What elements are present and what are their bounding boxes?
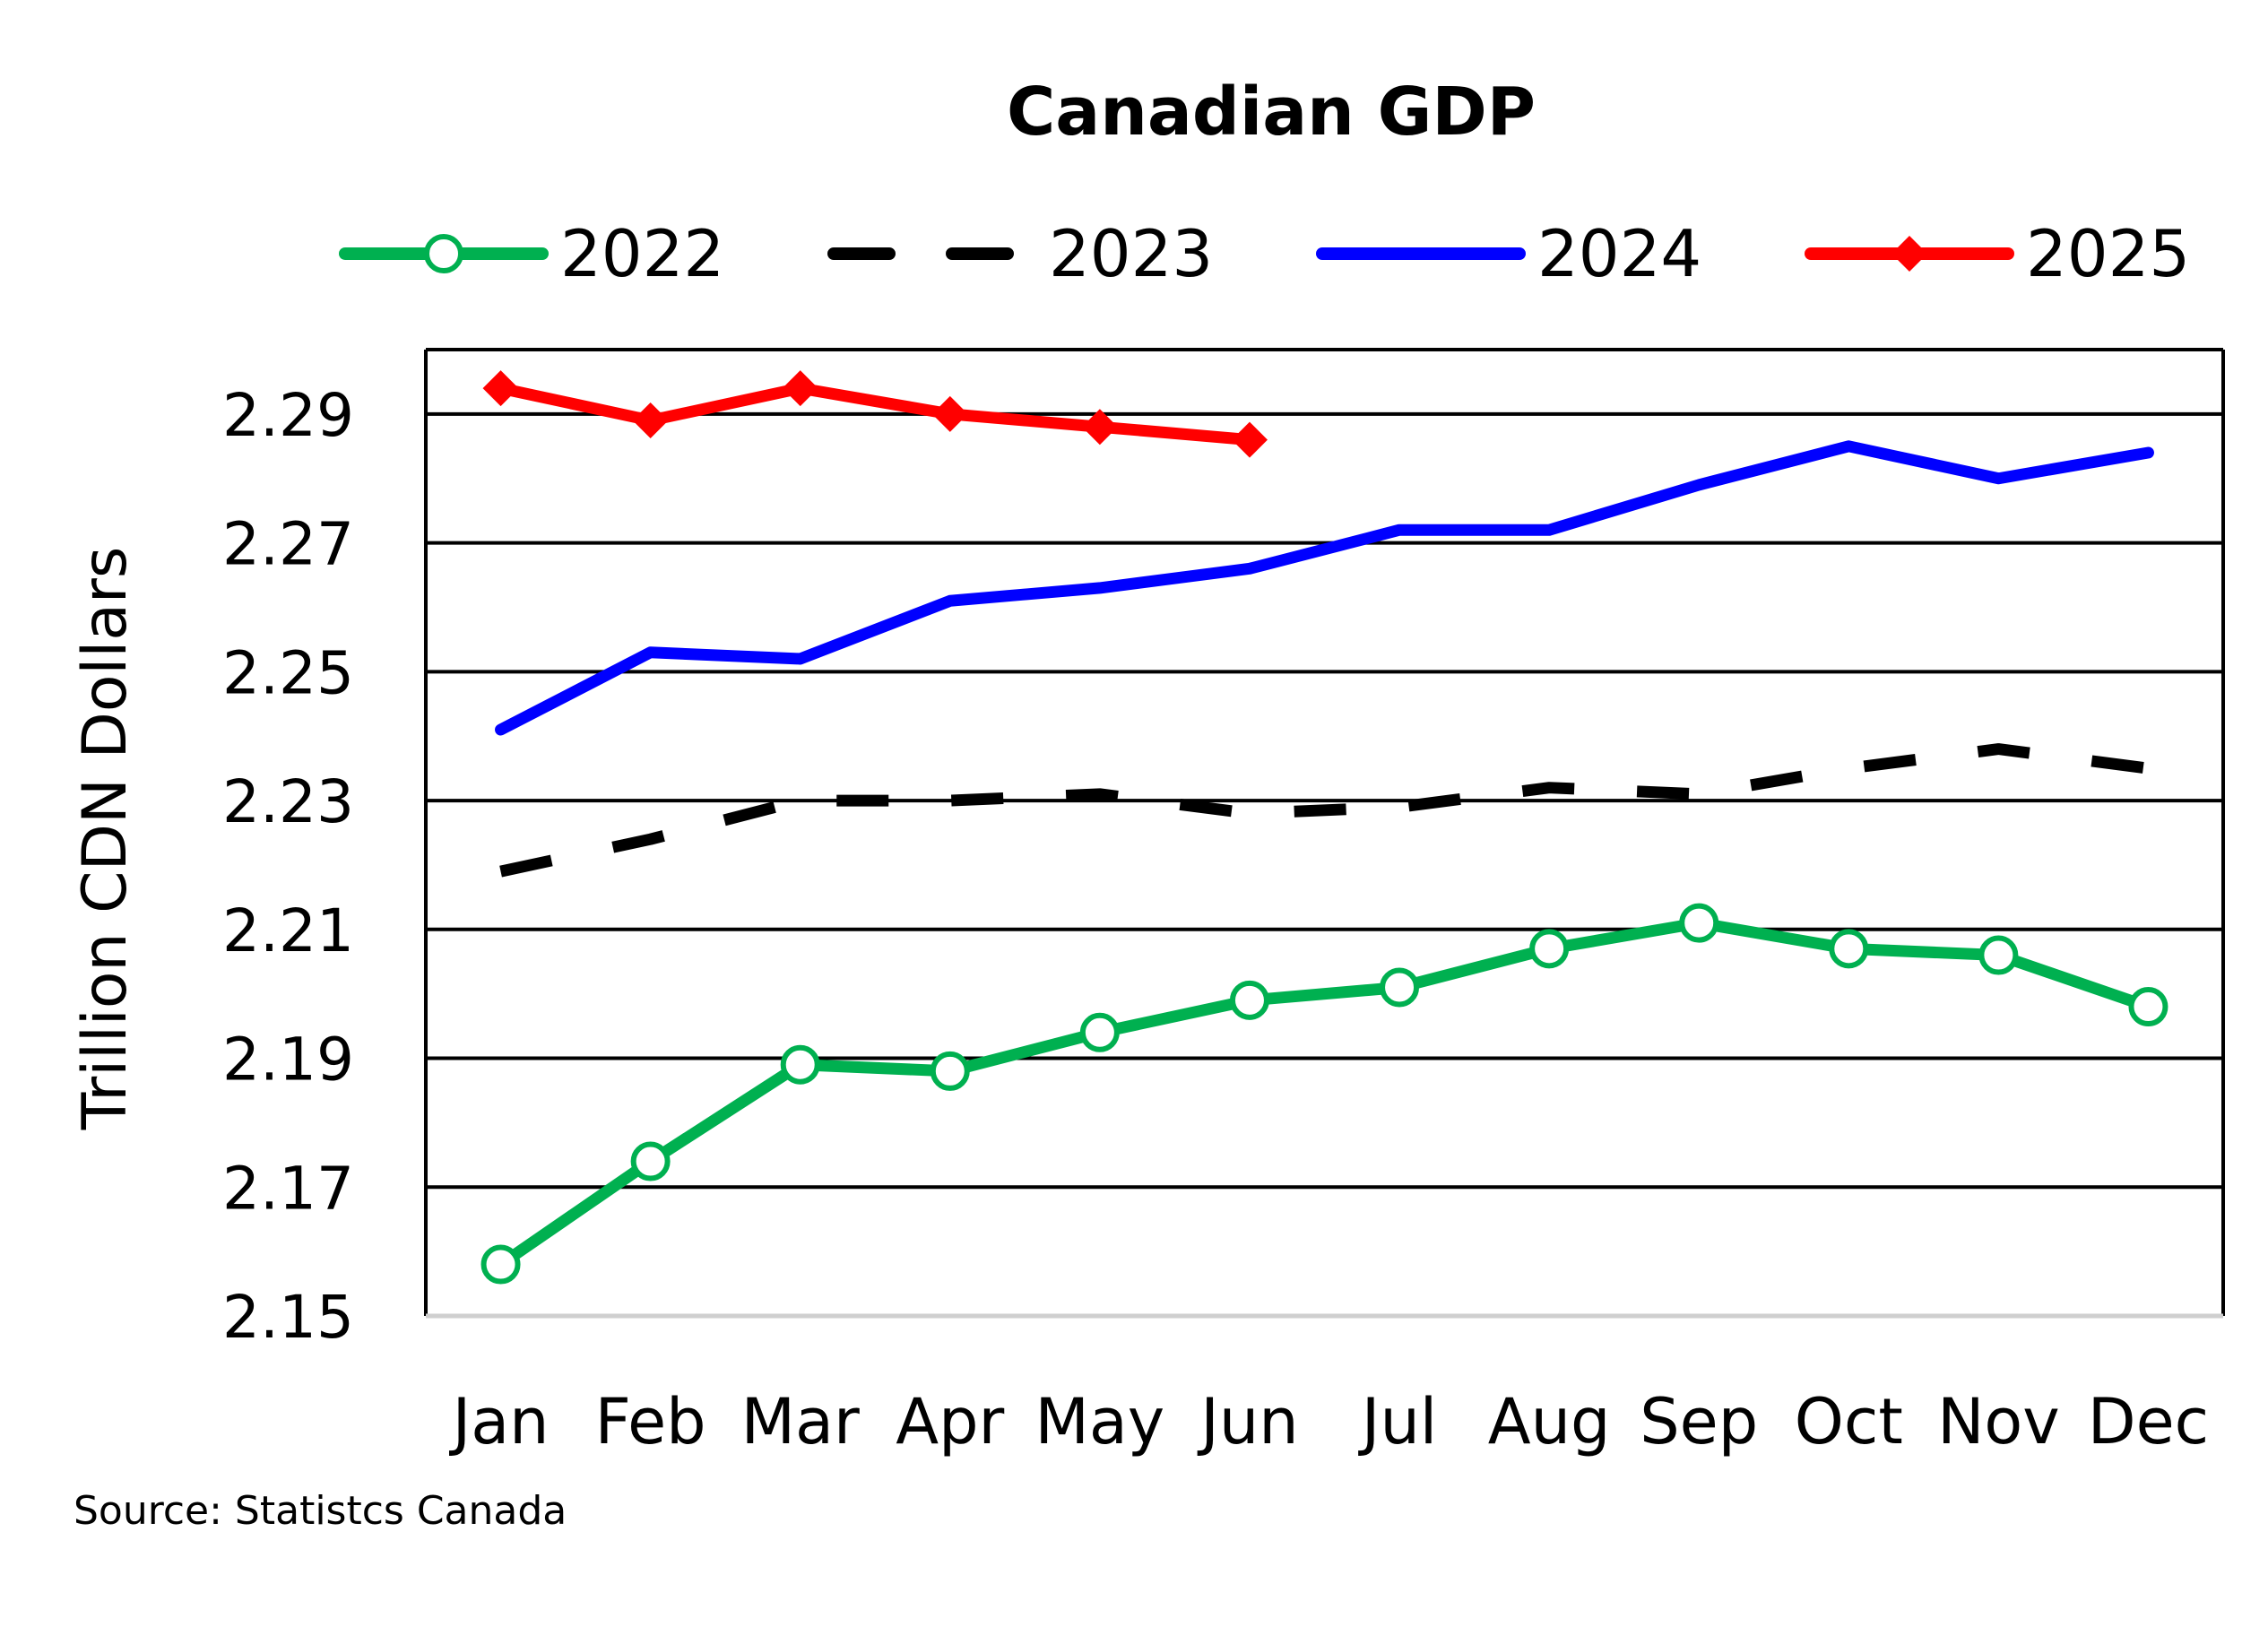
gridlines xyxy=(424,348,2225,1319)
data-point xyxy=(1829,929,1869,969)
legend-label: 2024 xyxy=(1537,216,1701,291)
series-2022 xyxy=(480,903,2168,1285)
y-tick-label: 2.29 xyxy=(222,381,354,450)
series-layer xyxy=(480,370,2168,1285)
legend-marker xyxy=(1891,236,1927,272)
data-point xyxy=(1231,421,1268,458)
legend-label: 2025 xyxy=(2026,216,2190,291)
data-point xyxy=(480,1244,521,1285)
x-tick-label: Feb xyxy=(595,1385,706,1458)
x-axis-ticks: Jan Feb Mar Apr May Jun Jul Aug Sep Oct Nov Dec xyxy=(449,1385,2210,1458)
x-tick-label: Mar xyxy=(741,1385,860,1458)
chart-title: Canadian GDP xyxy=(1007,74,1536,151)
series-2025 xyxy=(482,370,1268,458)
legend: 2022 2023 2024 2025 xyxy=(339,216,2190,291)
y-tick-label: 2.15 xyxy=(222,1283,354,1352)
legend-item-2022: 2022 xyxy=(339,216,724,291)
data-point xyxy=(1079,1012,1120,1052)
data-point xyxy=(1380,967,1420,1008)
data-point xyxy=(632,402,669,439)
y-tick-label: 2.27 xyxy=(222,510,354,579)
series-line-2025 xyxy=(495,382,1256,446)
x-tick-label: Apr xyxy=(896,1385,1004,1458)
y-tick-label: 2.23 xyxy=(222,767,354,836)
series-2023 xyxy=(499,743,2150,878)
y-tick-label: 2.21 xyxy=(222,896,354,965)
legend-item-2025: 2025 xyxy=(1805,216,2190,291)
data-point xyxy=(482,370,519,407)
series-line-2022 xyxy=(495,917,2154,1271)
data-point xyxy=(1229,980,1269,1020)
legend-label: 2022 xyxy=(560,216,724,291)
data-point xyxy=(1978,935,2019,975)
x-tick-label: Aug xyxy=(1488,1385,1611,1458)
data-point xyxy=(931,395,968,432)
y-tick-label: 2.17 xyxy=(222,1154,354,1223)
y-tick-label: 2.19 xyxy=(222,1026,354,1095)
x-tick-label: Jan xyxy=(449,1385,550,1458)
legend-item-2023: 2023 xyxy=(827,216,1213,291)
data-point xyxy=(2128,987,2168,1027)
legend-marker xyxy=(424,234,463,273)
x-tick-label: Sep xyxy=(1640,1385,1758,1458)
data-point xyxy=(780,1044,820,1085)
y-axis-ticks: 2.15 2.17 2.19 2.21 2.23 2.25 2.27 2.29 xyxy=(222,381,354,1352)
x-tick-label: May xyxy=(1035,1385,1165,1458)
y-tick-label: 2.25 xyxy=(222,638,354,707)
data-point xyxy=(1081,409,1118,446)
legend-label: 2023 xyxy=(1049,216,1213,291)
legend-item-2024: 2024 xyxy=(1316,216,1701,291)
x-tick-label: Oct xyxy=(1795,1385,1903,1458)
x-tick-label: Nov xyxy=(1937,1385,2060,1458)
data-point xyxy=(930,1051,970,1091)
y-axis-label: Trillion CDN Dollars xyxy=(70,547,141,1131)
data-point xyxy=(1679,903,1719,943)
series-2024 xyxy=(495,440,2154,736)
x-tick-label: Jul xyxy=(1358,1385,1437,1458)
data-point xyxy=(1529,929,1570,969)
data-point xyxy=(630,1141,671,1181)
data-point xyxy=(782,370,818,407)
source-note: Source: Statistcs Canada xyxy=(74,1488,567,1534)
x-tick-label: Jun xyxy=(1197,1385,1298,1458)
x-tick-label: Dec xyxy=(2088,1385,2209,1458)
series-line-2023 xyxy=(499,743,2150,878)
series-line-2024 xyxy=(495,440,2154,736)
